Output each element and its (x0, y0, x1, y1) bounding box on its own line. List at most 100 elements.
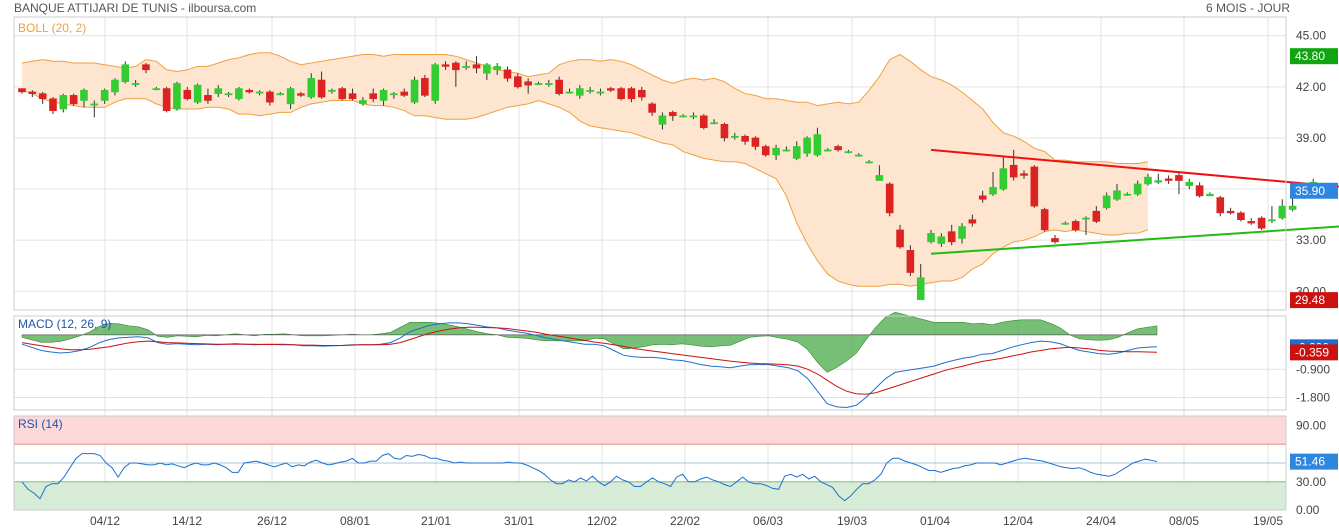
candle-body (607, 88, 615, 91)
candle-body (245, 89, 254, 93)
bollinger-lower (21, 89, 1149, 287)
candle-body (379, 89, 388, 101)
y-tick-label: 39.00 (1296, 131, 1326, 145)
candle-body (90, 103, 99, 106)
candle-body (400, 91, 409, 96)
candle-body (1082, 217, 1090, 220)
candle-body (823, 149, 832, 152)
rsi-overbought-zone (13, 415, 1287, 445)
candle-body (359, 100, 367, 105)
candle-body (989, 187, 997, 195)
macd-histogram (21, 311, 1158, 373)
y-tick-label: 45.00 (1296, 29, 1326, 43)
x-tick-label: 31/01 (504, 514, 534, 528)
candle-body (896, 229, 904, 248)
candle-body (266, 91, 274, 103)
candle-body (1237, 212, 1245, 221)
candle-body (121, 64, 130, 83)
x-tick-label: 08/01 (340, 514, 370, 528)
candle-body (328, 89, 336, 92)
candle-body (369, 93, 378, 100)
candle-body (751, 137, 760, 147)
candle-body (1071, 221, 1080, 231)
price-tag-text: 35.90 (1295, 184, 1325, 198)
candle-body (1092, 210, 1101, 222)
y-tick-label: 30.00 (1296, 475, 1326, 489)
candle-body (193, 84, 202, 103)
x-tick-label: 12/04 (1003, 514, 1033, 528)
candle-body (255, 91, 264, 94)
candle-body (317, 79, 326, 98)
chart-title: BANQUE ATTIJARI DE TUNIS - ilboursa.com (14, 1, 257, 15)
candle-body (596, 91, 605, 94)
candle-body (699, 115, 708, 129)
candle-body (1206, 193, 1214, 197)
candle-body (493, 66, 501, 71)
candle-body (1020, 173, 1028, 176)
candle-body (648, 103, 656, 113)
candle-body (214, 88, 223, 94)
candle-body (534, 83, 543, 85)
candle-body (142, 64, 150, 71)
price-tag (1290, 48, 1338, 65)
x-tick-label: 19/05 (1253, 514, 1283, 528)
candle-body (927, 233, 935, 243)
candle-body (854, 154, 863, 157)
candle-body (906, 250, 915, 273)
price-panel-frame (13, 16, 1287, 311)
candle-body (937, 236, 946, 244)
macd-panel-frame (13, 315, 1287, 411)
candle-body (1288, 205, 1297, 210)
x-tick-label: 24/04 (1086, 514, 1116, 528)
candle-body (276, 93, 285, 96)
candle-body (720, 124, 729, 139)
macd-label: MACD (12, 26, 9) (18, 317, 111, 331)
candle-body (679, 115, 687, 118)
candle-body (286, 88, 295, 105)
period-label: 6 MOIS - JOUR (1205, 1, 1290, 15)
candle-body (338, 88, 347, 100)
candle-body (1154, 180, 1163, 183)
macd-tag (1290, 344, 1338, 361)
candle-body (441, 64, 450, 67)
candle-body (1144, 176, 1152, 185)
candle-body (999, 168, 1008, 190)
candle-body (565, 91, 574, 94)
candle-body (885, 183, 894, 214)
candle-body (741, 135, 749, 142)
candle-body (1268, 219, 1276, 222)
candle-body (307, 78, 316, 98)
candle-body (968, 219, 977, 224)
candle-body (1247, 221, 1256, 224)
x-tick-label: 14/12 (172, 514, 202, 528)
candle-body (235, 88, 243, 100)
candle-body (803, 137, 811, 154)
candle-body (462, 66, 470, 68)
x-tick-label: 04/12 (90, 514, 120, 528)
candle-body (28, 91, 37, 94)
candle-body (1061, 222, 1070, 225)
macd-tag-text: -0.359 (1295, 345, 1329, 359)
rsi-label: RSI (14) (18, 417, 63, 431)
candle-body (617, 88, 625, 100)
candle-body (782, 149, 791, 152)
candle-body (410, 79, 419, 103)
candle-body (844, 151, 853, 154)
candle-body (1164, 178, 1173, 181)
boll-label: BOLL (20, 2) (18, 21, 86, 35)
x-tick-label: 08/05 (1169, 514, 1199, 528)
price-tag-text: 43.80 (1295, 49, 1325, 63)
candle-body (390, 93, 398, 96)
support-trendline (930, 225, 1339, 255)
candle-body (689, 115, 698, 118)
candle-body (1040, 209, 1049, 231)
candle-body (1051, 238, 1059, 243)
candle-body (224, 93, 233, 96)
candle-body (865, 161, 873, 164)
candle-body (38, 93, 47, 100)
candle-body (958, 226, 966, 239)
candle-body (431, 64, 440, 101)
signal-line (21, 326, 1158, 395)
candle-body (1133, 183, 1142, 195)
candle-body (1278, 205, 1287, 219)
